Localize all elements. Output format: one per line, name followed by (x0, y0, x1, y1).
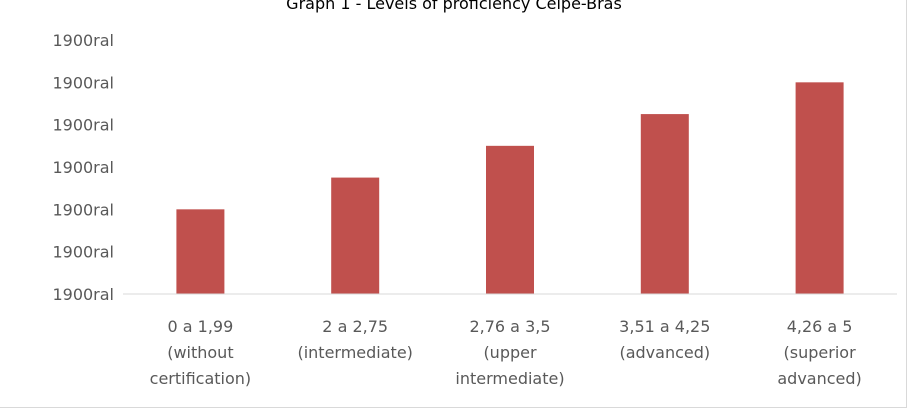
x-category-label: 0 a 1,99 (without certification) (150, 317, 252, 388)
x-axis-labels: 0 a 1,99 (without certification) 2 a 2,75 (i… (150, 317, 862, 388)
y-tick-label: 1900ral (52, 158, 114, 177)
bar (795, 82, 844, 294)
y-tick-label: 1900ral (52, 243, 114, 262)
x-category-label-line: 4,26 a 5 (787, 317, 853, 336)
bar (486, 145, 534, 294)
bar (176, 209, 225, 294)
y-tick-label: 1900ral (52, 200, 114, 219)
x-category-label: 2 a 2,75 (intermediate) (297, 317, 412, 362)
x-category-label-line: (without (167, 343, 233, 362)
y-tick-label: 1900ral (52, 31, 114, 50)
chart-title: Graph 1 - Levels of proficiency Celpe-Br… (286, 0, 622, 13)
x-category-label-line: (intermediate) (297, 343, 412, 362)
y-tick-label: 1900ral (52, 73, 114, 92)
x-category-label: 4,26 a 5 (superior advanced) (777, 317, 861, 388)
x-category-label-line: (superior (784, 343, 857, 362)
bar (640, 114, 689, 294)
x-category-label-line: (advanced) (619, 343, 710, 362)
x-category-label-line: advanced) (777, 369, 861, 388)
x-category-label-line: 2 a 2,75 (322, 317, 388, 336)
y-axis-ticks: 1900ral 1900ral 1900ral 1900ral 1900ral 1900r… (52, 31, 114, 304)
x-category-label-line: (upper (483, 343, 537, 362)
bar (331, 177, 380, 294)
y-tick-label: 1900ral (52, 116, 114, 135)
y-tick-label: 1900ral (52, 285, 114, 304)
x-category-label-line: certification) (150, 369, 252, 388)
x-category-label-line: intermediate) (455, 369, 564, 388)
x-category-label-line: 2,76 a 3,5 (469, 317, 550, 336)
x-category-label: 3,51 a 4,25 (advanced) (619, 317, 710, 362)
x-category-label-line: 0 a 1,99 (168, 317, 234, 336)
bars (176, 82, 844, 294)
x-category-label: 2,76 a 3,5 (upper intermediate) (455, 317, 564, 388)
x-category-label-line: 3,51 a 4,25 (619, 317, 710, 336)
